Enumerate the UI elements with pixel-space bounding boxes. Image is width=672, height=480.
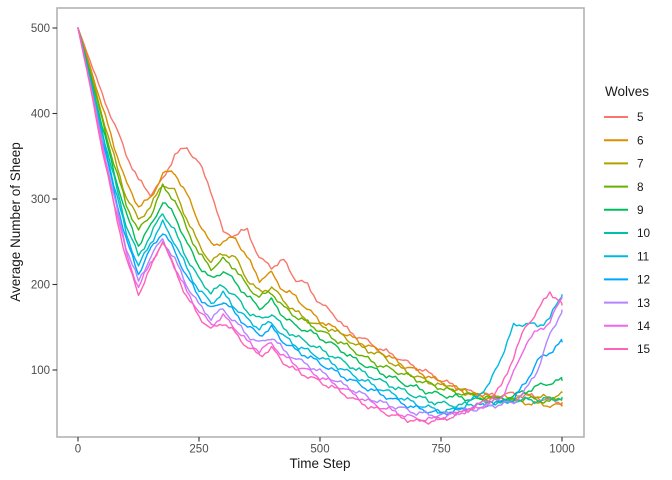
legend-label-15: 15: [637, 342, 651, 356]
series-line-11: [77, 27, 563, 415]
series-line-12: [77, 27, 563, 416]
y-tick-label: 100: [31, 365, 50, 377]
x-tick-label: 1000: [549, 444, 575, 456]
legend-item-11: 11: [604, 249, 649, 263]
legend-item-12: 12: [604, 273, 650, 287]
y-axis-title: Average Number of Sheep: [8, 142, 23, 302]
legend-item-15: 15: [604, 342, 651, 356]
x-tick-label: 0: [75, 444, 81, 456]
legend-item-9: 9: [604, 203, 644, 217]
legend-label-10: 10: [637, 226, 651, 240]
x-tick-label: 500: [310, 444, 329, 456]
plot-panel: [56, 7, 585, 438]
y-tick-label: 200: [31, 280, 50, 292]
y-tick-label: 400: [31, 109, 50, 121]
legend-label-9: 9: [637, 203, 644, 217]
legend-title: Wolves: [605, 84, 649, 99]
x-tick-label: 250: [189, 444, 208, 456]
legend-label-13: 13: [637, 296, 651, 310]
legend-label-7: 7: [637, 157, 644, 171]
series-line-9: [77, 27, 563, 404]
legend-item-14: 14: [604, 319, 651, 333]
legend-label-11: 11: [637, 249, 649, 263]
legend-item-7: 7: [604, 157, 644, 171]
y-tick-label: 500: [31, 23, 50, 35]
legend-item-6: 6: [604, 133, 644, 147]
legend: Wolves 5 6 7 8 9 10 11 12 13 14 15: [604, 84, 651, 356]
x-tick-label: 750: [431, 444, 450, 456]
legend-item-10: 10: [604, 226, 651, 240]
x-axis: 0 250 500 750 1000: [75, 437, 575, 456]
legend-items: 5 6 7 8 9 10 11 12 13 14 15: [604, 110, 651, 356]
legend-label-12: 12: [637, 273, 650, 287]
legend-item-13: 13: [604, 296, 651, 310]
y-axis: 100 200 300 400 500: [31, 23, 57, 377]
legend-label-5: 5: [637, 110, 644, 124]
y-tick-label: 300: [31, 194, 50, 206]
legend-label-14: 14: [637, 319, 651, 333]
legend-item-8: 8: [604, 180, 644, 194]
legend-label-6: 6: [637, 133, 644, 147]
series-line-15: [77, 27, 563, 425]
series-lines: [77, 27, 563, 425]
x-axis-title: Time Step: [289, 456, 350, 471]
legend-label-8: 8: [637, 180, 644, 194]
legend-item-5: 5: [604, 110, 644, 124]
series-line-13: [77, 27, 563, 419]
